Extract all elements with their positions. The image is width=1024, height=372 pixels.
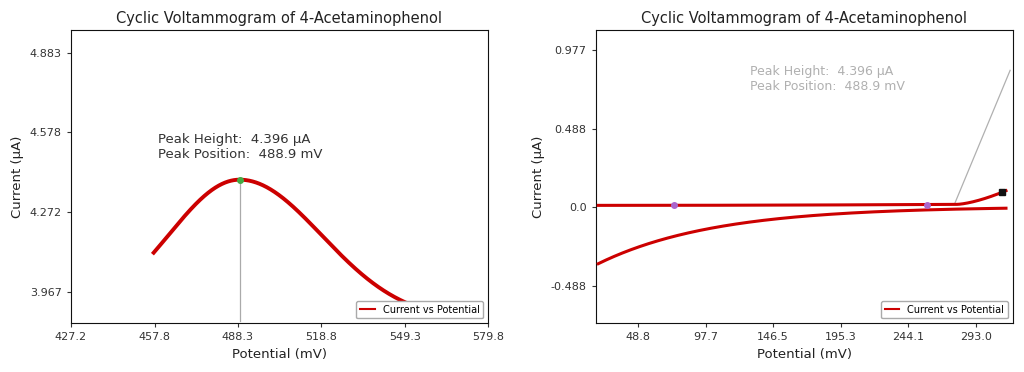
Title: Cyclic Voltammogram of 4-Acetaminophenol: Cyclic Voltammogram of 4-Acetaminophenol	[117, 11, 442, 26]
Text: Peak Height:  4.396 μA
Peak Position:  488.9 mV: Peak Height: 4.396 μA Peak Position: 488…	[158, 133, 322, 161]
X-axis label: Potential (mV): Potential (mV)	[757, 348, 852, 361]
Legend: Current vs Potential: Current vs Potential	[356, 301, 483, 318]
X-axis label: Potential (mV): Potential (mV)	[232, 348, 327, 361]
Title: Cyclic Voltammogram of 4-Acetaminophenol: Cyclic Voltammogram of 4-Acetaminophenol	[641, 11, 968, 26]
Y-axis label: Current (μA): Current (μA)	[11, 135, 25, 218]
Legend: Current vs Potential: Current vs Potential	[881, 301, 1008, 318]
Text: Peak Height:  4.396 μA
Peak Position:  488.9 mV: Peak Height: 4.396 μA Peak Position: 488…	[750, 65, 905, 93]
Y-axis label: Current (μA): Current (μA)	[531, 135, 545, 218]
